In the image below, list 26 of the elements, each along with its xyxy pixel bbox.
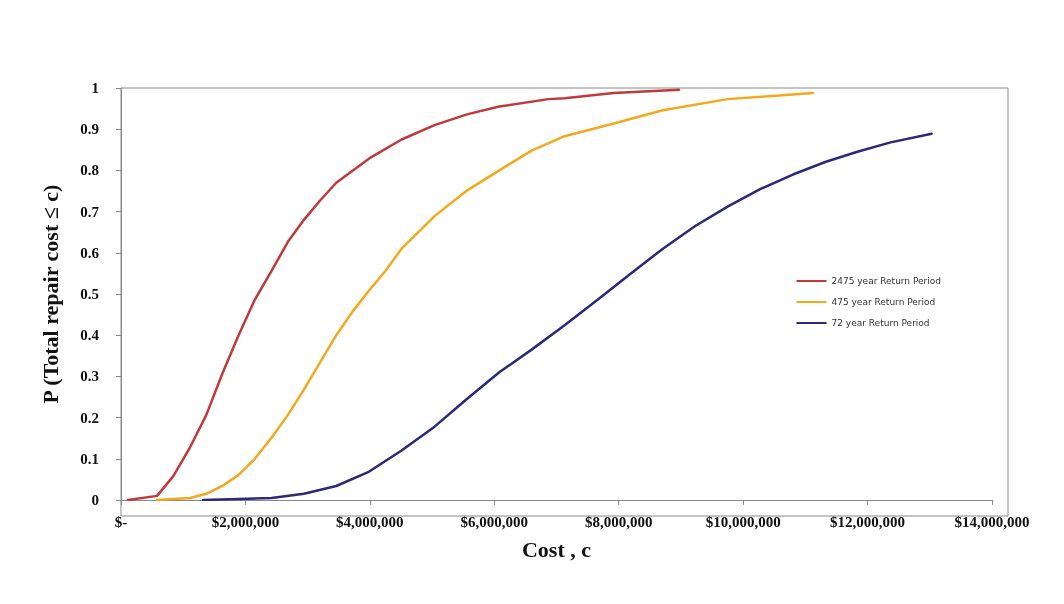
x-tick-label: $4,000,000: [336, 513, 404, 530]
y-tick-label: 0: [91, 492, 99, 508]
y-tick-label: 0.9: [80, 121, 99, 138]
y-tick-label: 0.3: [80, 368, 99, 385]
line-series: [155, 91, 815, 502]
line-series: [126, 88, 681, 502]
x-tick-label: $2,000,000: [211, 513, 280, 530]
x-axis-title: Cost , c: [521, 536, 592, 562]
y-tick-label: 0.6: [80, 244, 100, 261]
x-tick-label: $12,000,000: [830, 513, 906, 530]
y-tick-label: 1: [91, 80, 99, 96]
x-tick-label: $10,000,000: [705, 513, 781, 530]
legend-label: 72 year Return Period: [831, 318, 930, 328]
x-tick-label: $6,000,000: [460, 513, 529, 530]
x-tick-label: $14,000,000: [954, 513, 1030, 530]
y-tick-label: 0.8: [80, 162, 99, 179]
legend-label: 475 year Return Period: [831, 297, 936, 307]
x-tick-label: $-: [114, 513, 128, 530]
x-tick-label: $8,000,000: [584, 513, 653, 530]
y-tick-label: 0.7: [80, 203, 100, 220]
y-tick-label: 0.1: [80, 450, 99, 467]
y-tick-label: 0.2: [80, 409, 99, 426]
legend-label: 2475 year Return Period: [831, 276, 942, 286]
y-axis-title: P (Total repair cost ≤ c): [37, 184, 63, 404]
y-tick-label: 0.5: [80, 286, 99, 302]
y-tick-label: 0.4: [80, 327, 100, 344]
